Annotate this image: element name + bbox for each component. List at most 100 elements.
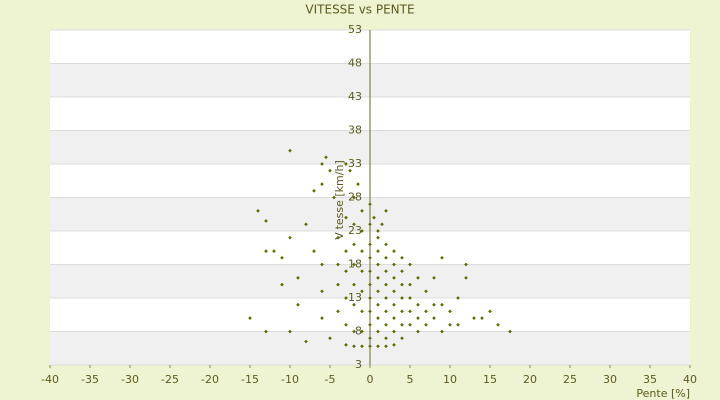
- x-tick-label: 15: [483, 373, 497, 386]
- y-tick-label: 28: [348, 191, 362, 204]
- scatter-point: [440, 329, 444, 334]
- scatter-point: [356, 182, 360, 186]
- scatter-point: [376, 235, 380, 240]
- scatter-point: [348, 168, 352, 173]
- scatter-point: [416, 316, 420, 320]
- x-tick-label: 10: [443, 373, 457, 386]
- scatter-point: [384, 282, 388, 287]
- scatter-point: [344, 249, 348, 253]
- x-tick-label: -20: [201, 373, 219, 386]
- scatter-point: [400, 282, 404, 287]
- y-tick-label: 38: [348, 124, 362, 137]
- scatter-point: [352, 242, 356, 247]
- scatter-point: [408, 322, 412, 327]
- scatter-point: [376, 316, 380, 320]
- scatter-point: [328, 336, 332, 341]
- y-tick-label: 18: [348, 258, 362, 271]
- scatter-point: [352, 329, 356, 334]
- scatter-point: [376, 249, 380, 253]
- scatter-point: [448, 309, 452, 314]
- scatter-point: [352, 195, 356, 200]
- scatter-point: [280, 255, 284, 260]
- scatter-point: [344, 162, 348, 166]
- scatter-point: [360, 269, 364, 274]
- scatter-point: [440, 302, 444, 307]
- x-tick-label: 35: [643, 373, 657, 386]
- scatter-point: [320, 262, 324, 267]
- scatter-point: [392, 249, 396, 253]
- scatter-point: [384, 209, 388, 213]
- chart-title: VITESSE vs PENTE: [305, 3, 414, 17]
- scatter-point: [352, 282, 356, 287]
- scatter-point: [344, 215, 348, 220]
- scatter-point: [320, 182, 324, 186]
- scatter-point: [336, 309, 340, 314]
- scatter-point: [384, 255, 388, 260]
- scatter-point: [400, 309, 404, 314]
- scatter-point: [248, 316, 252, 320]
- y-tick-label: 43: [348, 90, 362, 103]
- scatter-point: [376, 262, 380, 267]
- scatter-point: [360, 229, 364, 233]
- y-tick-label: 48: [348, 57, 362, 70]
- scatter-point: [416, 329, 420, 334]
- scatter-point: [296, 276, 300, 280]
- scatter-point: [336, 282, 340, 287]
- scatter-point: [384, 336, 388, 341]
- scatter-point: [392, 262, 396, 267]
- scatter-point: [384, 296, 388, 300]
- x-axis-title: Pente [%]: [636, 387, 690, 400]
- scatter-point: [296, 302, 300, 307]
- scatter-point: [376, 289, 380, 294]
- y-tick-label: 53: [348, 23, 362, 36]
- scatter-point: [392, 302, 396, 307]
- scatter-point: [376, 229, 380, 233]
- scatter-point: [360, 289, 364, 294]
- scatter-point: [392, 289, 396, 294]
- scatter-point: [384, 322, 388, 327]
- scatter-point: [384, 309, 388, 314]
- scatter-point: [360, 329, 364, 334]
- scatter-point: [352, 262, 356, 267]
- y-tick-label: 23: [348, 224, 362, 237]
- scatter-point: [408, 309, 412, 314]
- y-axis-title: Vitesse [km/h]: [333, 160, 346, 240]
- x-tick-label: -10: [281, 373, 299, 386]
- scatter-point: [456, 296, 460, 300]
- scatter-point: [464, 276, 468, 280]
- scatter-point: [344, 269, 348, 274]
- scatter-point: [392, 329, 396, 334]
- x-tick-label: -40: [41, 373, 59, 386]
- scatter-point: [360, 249, 364, 253]
- scatter-point: [376, 329, 380, 334]
- scatter-point: [376, 344, 380, 349]
- scatter-point: [432, 276, 436, 280]
- y-tick-label: 3: [355, 358, 362, 371]
- x-tick-label: -25: [161, 373, 179, 386]
- scatter-point: [472, 316, 476, 320]
- scatter-point: [392, 276, 396, 280]
- x-tick-label: -5: [325, 373, 336, 386]
- scatter-point: [480, 316, 484, 320]
- scatter-point: [288, 329, 292, 334]
- scatter-point: [456, 322, 460, 327]
- scatter-point: [264, 219, 268, 223]
- scatter-point: [352, 302, 356, 307]
- scatter-point: [280, 282, 284, 287]
- scatter-point: [272, 249, 276, 253]
- scatter-point: [400, 296, 404, 300]
- scatter-point: [424, 309, 428, 314]
- scatter-point: [400, 255, 404, 260]
- scatter-point: [256, 209, 260, 213]
- scatter-point: [496, 322, 500, 327]
- scatter-point: [360, 344, 364, 349]
- scatter-point: [400, 269, 404, 274]
- scatter-point: [488, 309, 492, 314]
- scatter-point: [360, 309, 364, 314]
- scatter-point: [376, 276, 380, 280]
- scatter-point: [400, 322, 404, 327]
- x-tick-label: -30: [121, 373, 139, 386]
- scatter-point: [336, 235, 340, 240]
- scatter-point: [508, 329, 512, 334]
